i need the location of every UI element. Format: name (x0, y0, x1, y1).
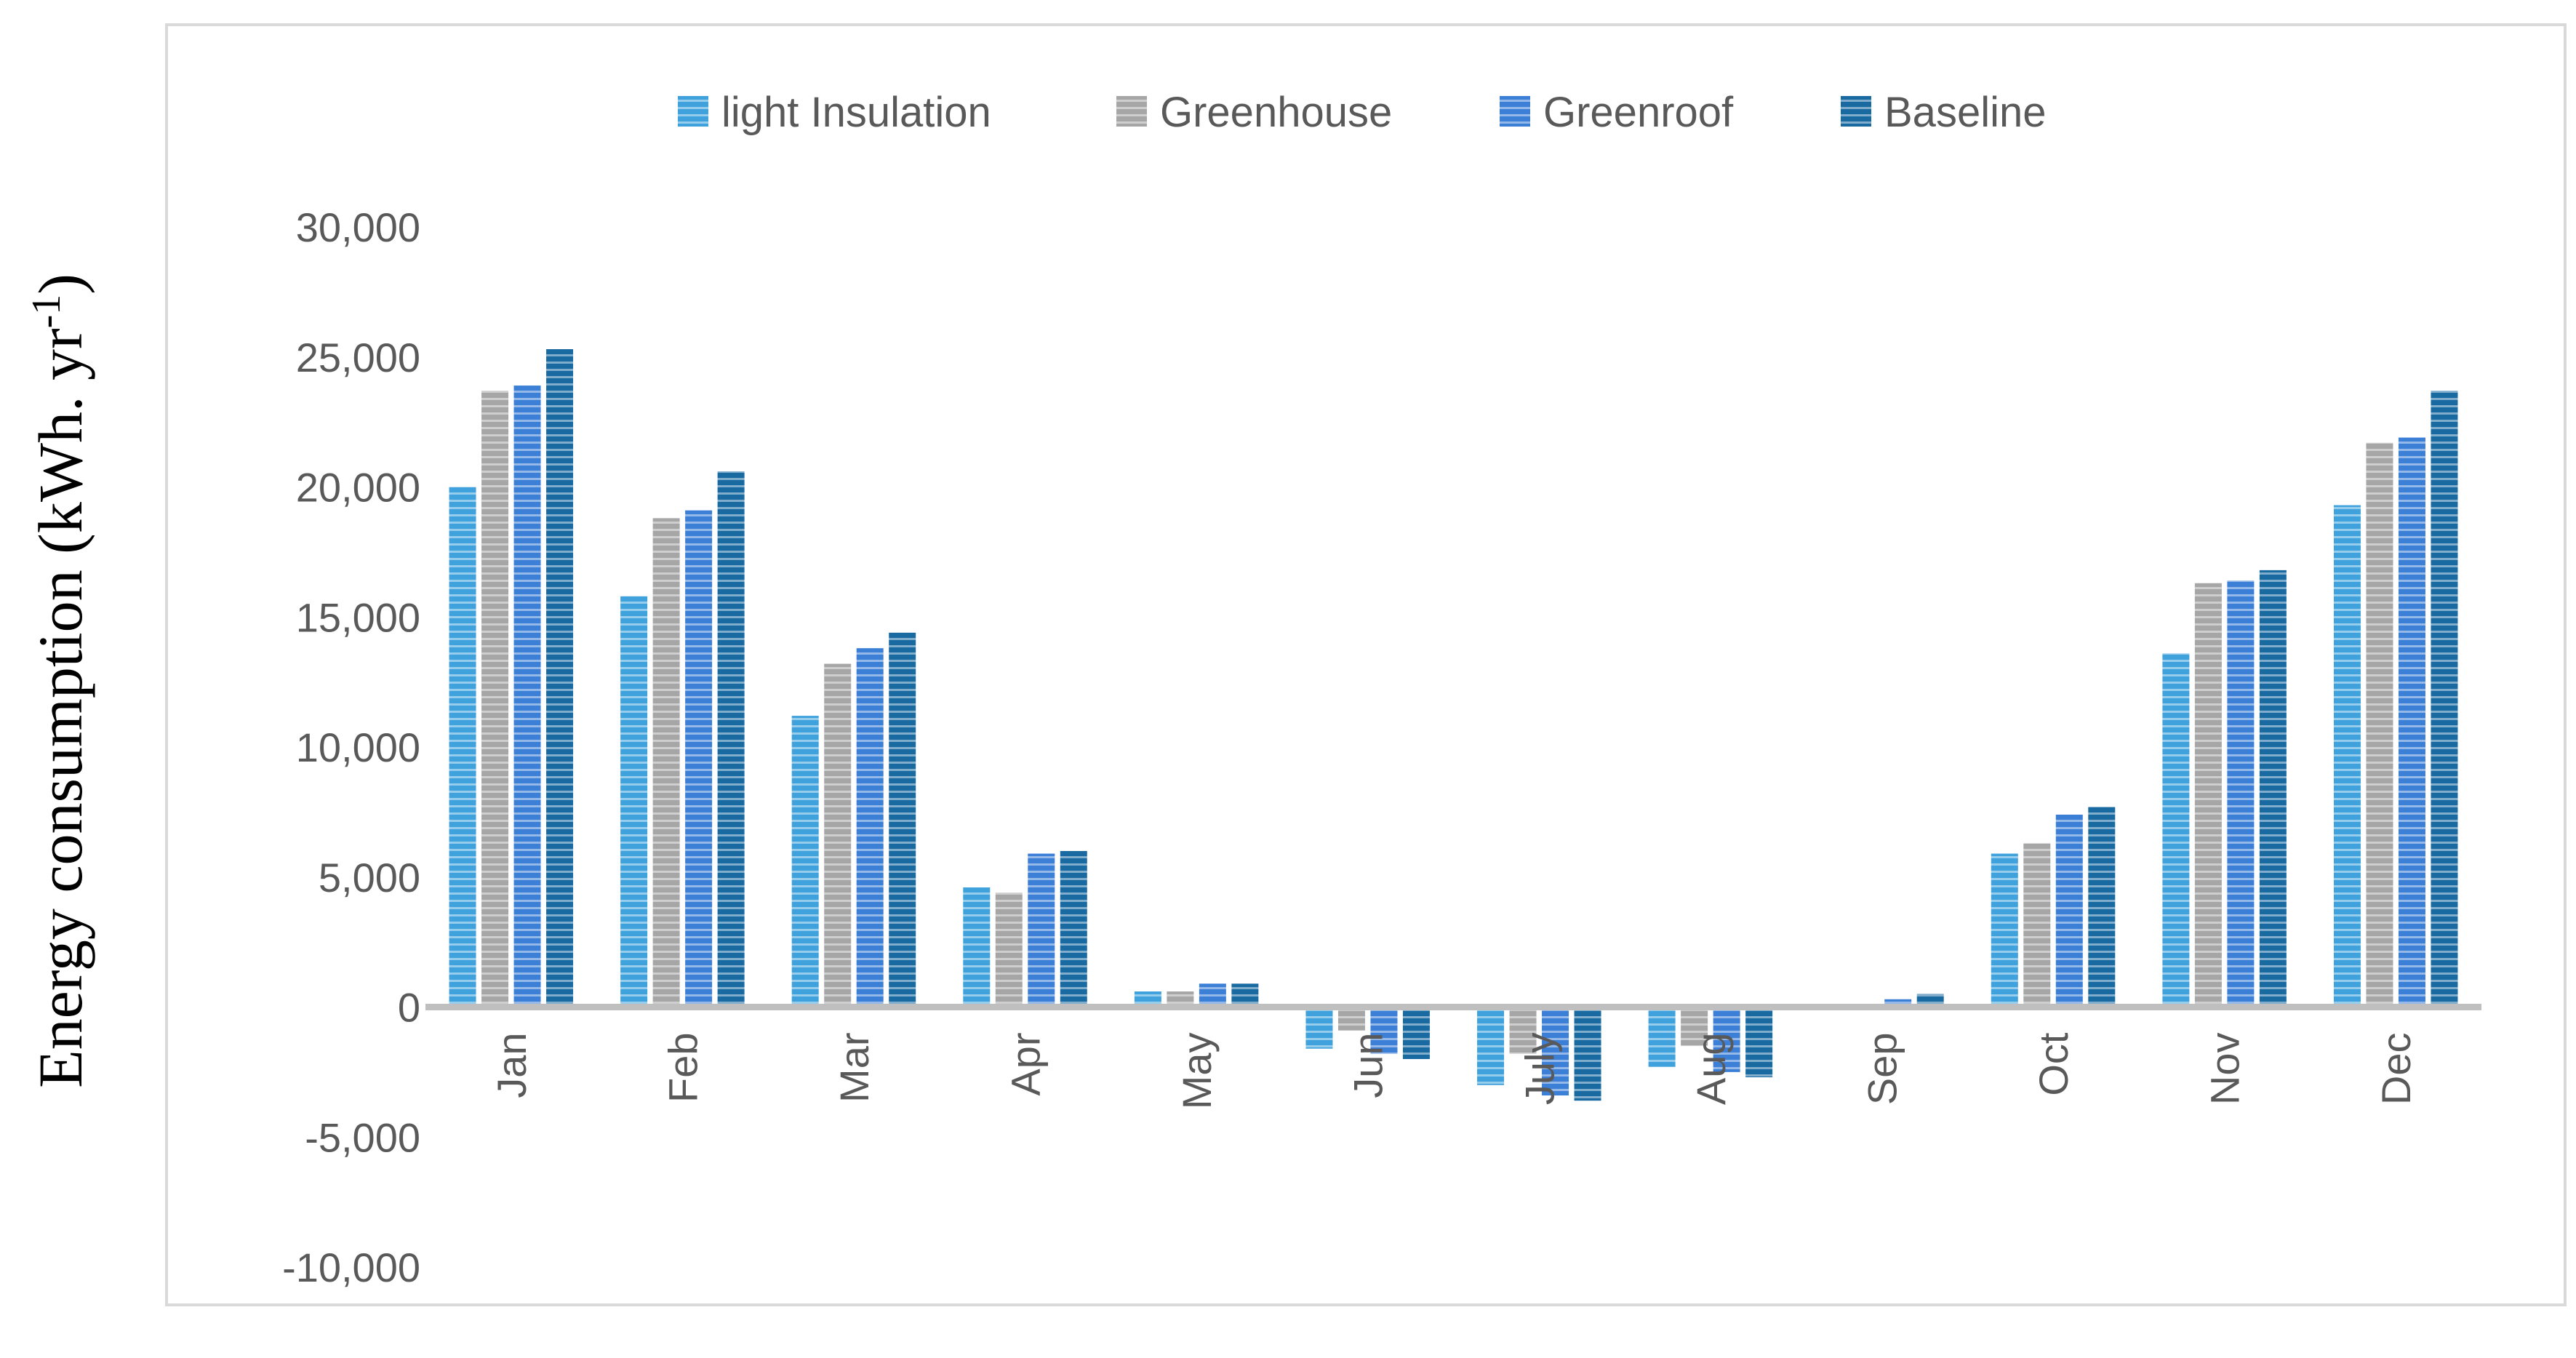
bar-baseline-jun (1402, 1007, 1430, 1059)
bar-greenhouse-nov (2194, 583, 2222, 1007)
bar-greenhouse-mar (824, 663, 852, 1007)
y-tick-label: -10,000 (282, 1245, 420, 1290)
bar-greenroof-sep (1884, 999, 1912, 1007)
x-tick-label-feb: Feb (660, 1033, 705, 1103)
bar-greenroof-oct (2055, 814, 2083, 1007)
y-tick-label: -5,000 (305, 1114, 420, 1160)
bar-baseline-may (1231, 983, 1259, 1007)
x-tick-label-jun: Jun (1345, 1033, 1391, 1098)
bar-baseline-nov (2259, 570, 2287, 1007)
legend-label-baseline: Baseline (1884, 89, 2046, 136)
bar-baseline-mar (889, 632, 916, 1007)
y-tick-label: 10,000 (296, 724, 420, 770)
bar-light-insulation-dec (2333, 505, 2361, 1007)
x-tick-label-sep: Sep (1859, 1033, 1905, 1106)
bar-greenroof-nov (2227, 580, 2255, 1007)
y-tick-label: 30,000 (296, 204, 420, 250)
bar-light-insulation-apr (963, 887, 991, 1007)
bar-greenroof-jan (513, 386, 541, 1007)
bar-light-insulation-nov (2162, 653, 2190, 1007)
bar-greenroof-july (1542, 1007, 1569, 1096)
bar-greenroof-apr (1028, 853, 1055, 1007)
y-tick-label: 5,000 (319, 855, 420, 900)
bar-greenhouse-jun (1337, 1007, 1365, 1031)
legend-swatch-greenhouse (1116, 96, 1147, 127)
bar-greenhouse-jan (481, 391, 509, 1007)
x-tick-label-jan: Jan (489, 1033, 535, 1098)
x-tick-label-nov: Nov (2202, 1033, 2248, 1106)
bar-light-insulation-aug (1648, 1007, 1676, 1067)
bar-greenhouse-apr (995, 892, 1023, 1007)
bar-greenhouse-july (1509, 1007, 1537, 1054)
legend-swatch-light-insulation (678, 96, 708, 127)
x-axis-tick-labels: Jan Feb Mar Apr May Jun July Aug Sep Oct Nov Dec (489, 1032, 2419, 1109)
bar-light-insulation-oct (1991, 853, 2018, 1007)
x-tick-label-dec: Dec (2373, 1033, 2419, 1106)
bar-greenhouse-oct (2023, 843, 2051, 1007)
bar-greenhouse-dec (2366, 442, 2393, 1007)
y-tick-label: 25,000 (296, 335, 420, 380)
y-axis-tick-labels: -10,000 -5,000 0 5,000 10,000 15,000 20,000 25,… (282, 204, 420, 1290)
bar-baseline-dec (2431, 391, 2458, 1007)
bar-light-insulation-mar (791, 716, 819, 1007)
x-tick-label-mar: Mar (831, 1033, 877, 1103)
bar-light-insulation-may (1134, 991, 1161, 1007)
legend: light Insulation Greenhouse Greenroof Basel… (678, 89, 2046, 136)
x-tick-label-apr: Apr (1003, 1033, 1049, 1096)
y-tick-label: 15,000 (296, 594, 420, 640)
bars (449, 349, 2458, 1101)
x-tick-label-aug: Aug (1688, 1033, 1734, 1106)
bar-baseline-aug (1745, 1007, 1773, 1078)
bar-light-insulation-july (1477, 1007, 1505, 1085)
bar-greenroof-dec (2398, 437, 2425, 1007)
y-tick-label: 0 (398, 985, 420, 1031)
bar-light-insulation-feb (620, 596, 648, 1007)
x-tick-label-july: July (1516, 1033, 1562, 1106)
legend-label-greenhouse: Greenhouse (1160, 89, 1392, 136)
bar-greenhouse-aug (1681, 1007, 1708, 1047)
bar-light-insulation-jan (449, 487, 476, 1007)
bar-greenhouse-may (1167, 991, 1194, 1007)
legend-label-light-insulation: light Insulation (721, 89, 991, 136)
bar-greenhouse-feb (652, 518, 680, 1007)
bar-baseline-july (1574, 1007, 1601, 1101)
bar-greenroof-aug (1713, 1007, 1740, 1072)
x-tick-label-may: May (1174, 1033, 1220, 1110)
bar-baseline-oct (2088, 807, 2116, 1007)
y-tick-label: 20,000 (296, 465, 420, 511)
x-tick-label-oct: Oct (2031, 1032, 2076, 1096)
legend-swatch-greenroof (1500, 96, 1530, 127)
bar-greenroof-feb (685, 510, 713, 1007)
bar-baseline-jan (546, 349, 574, 1007)
legend-label-greenroof: Greenroof (1543, 89, 1734, 136)
y-axis-title: Energy consumption (kWh. yr-1) (24, 273, 95, 1088)
bar-greenroof-may (1199, 983, 1226, 1007)
bar-baseline-feb (717, 471, 745, 1007)
bar-greenroof-mar (856, 648, 884, 1007)
legend-swatch-baseline (1841, 96, 1871, 127)
bar-baseline-apr (1060, 851, 1087, 1007)
bar-greenroof-jun (1370, 1007, 1398, 1054)
bar-light-insulation-jun (1305, 1007, 1333, 1049)
